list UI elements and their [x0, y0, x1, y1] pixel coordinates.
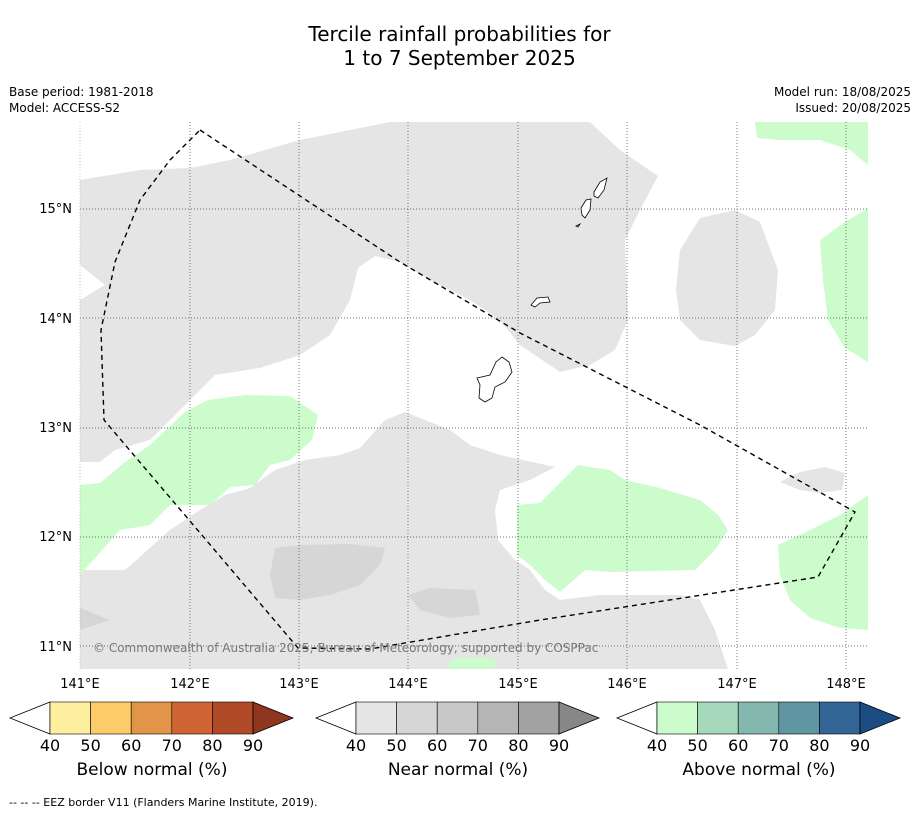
near-normal-label: Near normal (%) — [387, 760, 529, 780]
colorbar-segment — [171, 701, 213, 735]
colorbar-tick-label: 40 — [346, 736, 366, 755]
colorbar-segment — [130, 701, 173, 735]
meta-right: Model run: 18/08/2025 Issued: 20/08/2025 — [774, 84, 911, 116]
saipan-island — [593, 177, 608, 199]
colorbar-segment — [355, 701, 397, 735]
colorbar-tick-label: 60 — [121, 736, 141, 755]
near-normal-east-blob — [676, 210, 778, 346]
lat-tick: 14°N — [39, 312, 72, 327]
lon-tick: 148°E — [826, 677, 866, 692]
guam-island — [476, 356, 513, 403]
colorbar-segment — [778, 701, 820, 735]
colorbar-tick-label: 60 — [427, 736, 447, 755]
colorbar-segment — [697, 701, 739, 735]
colorbar-tick-label: 70 — [162, 736, 182, 755]
colorbar-segment — [212, 701, 254, 735]
colorbar-tick-label: 40 — [40, 736, 60, 755]
colorbar-extend-high — [558, 701, 601, 735]
near-normal-50-region-2 — [408, 588, 480, 618]
lat-tick: 11°N — [39, 640, 72, 655]
colorbar-segment — [656, 701, 698, 735]
gridlines — [80, 122, 868, 669]
above-normal-region-south — [445, 658, 495, 669]
model-run: Model run: 18/08/2025 — [773, 85, 911, 99]
lon-tick: 141°E — [60, 677, 100, 692]
meta-left: Base period: 1981-2018 Model: ACCESS-S2 — [9, 84, 154, 116]
lat-tick: 15°N — [39, 202, 72, 217]
near-normal-region — [80, 122, 658, 462]
near-normal-50-region-3 — [80, 608, 110, 630]
lon-tick: 146°E — [607, 677, 647, 692]
colorbar-tick-label: 90 — [549, 736, 569, 755]
model-name: Model: ACCESS-S2 — [9, 101, 121, 115]
islands — [476, 177, 608, 403]
near-normal-region-south — [80, 412, 728, 669]
colorbar-extend-low — [8, 701, 51, 735]
title-line-2: 1 to 7 September 2025 — [343, 46, 576, 70]
colorbar-segment — [477, 701, 519, 735]
lat-labels: 15°N 14°N 13°N 12°N 11°N — [39, 202, 72, 655]
colorbar-tick-label: 60 — [728, 736, 748, 755]
colorbar-tick-label: 70 — [468, 736, 488, 755]
lon-tick: 142°E — [170, 677, 210, 692]
title-line-1: Tercile rainfall probabilities for — [308, 22, 611, 46]
colorbar-near: 40 50 60 70 80 90 — [314, 701, 601, 755]
lon-tick: 144°E — [388, 677, 428, 692]
base-period: Base period: 1981-2018 — [9, 85, 154, 99]
colorbar-tick-label: 50 — [80, 736, 100, 755]
eez-border — [100, 129, 856, 650]
colorbar-tick-label: 40 — [647, 736, 667, 755]
colorbar-tick-label: 90 — [850, 736, 870, 755]
colorbar-tick-label: 90 — [243, 736, 263, 755]
aguijan-island — [575, 222, 582, 228]
colorbar-tick-label: 50 — [687, 736, 707, 755]
colorbar-extend-low — [314, 701, 357, 735]
lon-tick: 147°E — [717, 677, 757, 692]
colorbar-tick-label: 80 — [202, 736, 222, 755]
colorbar-below: 40 50 60 70 80 90 — [8, 701, 295, 755]
colorbar-tick-label: 80 — [809, 736, 829, 755]
above-normal-label: Above normal (%) — [682, 760, 836, 780]
lon-labels: 141°E 142°E 143°E 144°E 145°E 146°E 147°… — [60, 677, 866, 692]
colorbar-segment — [518, 701, 560, 735]
colorbar-segment — [90, 701, 132, 735]
lon-tick: 143°E — [279, 677, 319, 692]
below-normal-label: Below normal (%) — [76, 760, 228, 780]
lat-tick: 12°N — [39, 530, 72, 545]
above-normal-region-e — [820, 208, 868, 362]
footnote: -- -- -- EEZ border V11 (Flanders Marine… — [9, 796, 318, 809]
colorbar-above: 40 50 60 70 80 90 — [615, 701, 902, 755]
colorbar-segment — [819, 701, 861, 735]
map-copyright: © Commonwealth of Australia 2025, Bureau… — [93, 641, 599, 655]
colorbar-tick-label: 50 — [386, 736, 406, 755]
colorbar-segment — [737, 701, 780, 735]
colorbar-segment — [436, 701, 479, 735]
colorbar-segment — [396, 701, 438, 735]
lon-tick: 145°E — [498, 677, 538, 692]
colorbar-extend-low — [615, 701, 658, 735]
rota-island — [530, 296, 551, 308]
above-normal-region-ne — [755, 122, 868, 165]
near-normal-east-small — [780, 467, 845, 493]
map-panel: 141°E 142°E 143°E 144°E 145°E 146°E 147°… — [39, 122, 868, 692]
above-normal-region-west — [80, 395, 318, 575]
colorbar-extend-high — [859, 701, 902, 735]
colorbar-extend-high — [252, 701, 295, 735]
colorbar-tick-label: 70 — [769, 736, 789, 755]
issued-date: Issued: 20/08/2025 — [795, 101, 911, 115]
lat-tick: 13°N — [39, 421, 72, 436]
colorbar-segment — [49, 701, 91, 735]
map-title: Tercile rainfall probabilities for 1 to … — [0, 22, 919, 70]
tinian-island — [580, 198, 592, 219]
above-normal-region-central — [517, 465, 728, 592]
colorbar-tick-label: 80 — [508, 736, 528, 755]
